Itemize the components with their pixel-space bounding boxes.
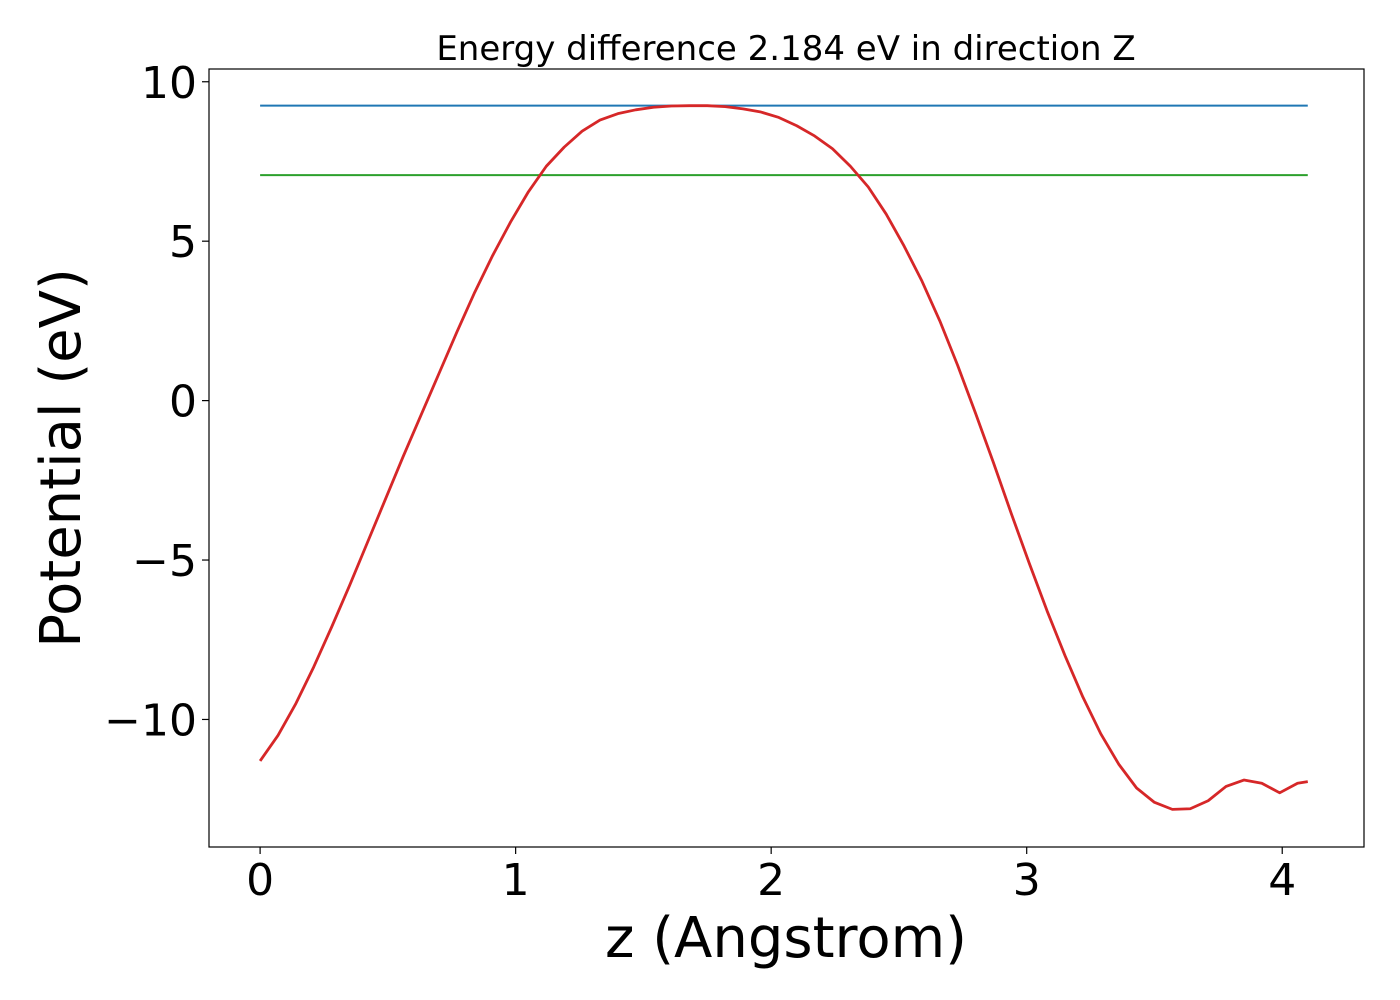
plot-area [258, 104, 1308, 811]
x-tick-label: 4 [1268, 855, 1296, 906]
chart-title: Energy difference 2.184 eV in direction … [436, 29, 1135, 69]
y-tick-label: 5 [169, 217, 197, 268]
x-axis-label: z (Angstrom) [605, 906, 967, 971]
y-tick-label: −5 [132, 536, 197, 587]
y-tick-label: 10 [141, 58, 197, 109]
y-tick-label: 0 [169, 377, 197, 428]
x-tick-label: 3 [1013, 855, 1041, 906]
y-axis: −10 −5 0 5 10 [104, 58, 209, 746]
y-tick-label: −10 [104, 695, 197, 746]
x-tick-label: 0 [246, 855, 274, 906]
series-line-2 [258, 104, 1308, 811]
axes-frame [208, 68, 1365, 848]
x-tick-label: 2 [757, 855, 785, 906]
x-tick-label: 1 [502, 855, 530, 906]
x-axis: 0 1 2 3 4 [246, 847, 1296, 906]
y-axis-label: Potential (eV) [29, 268, 94, 648]
